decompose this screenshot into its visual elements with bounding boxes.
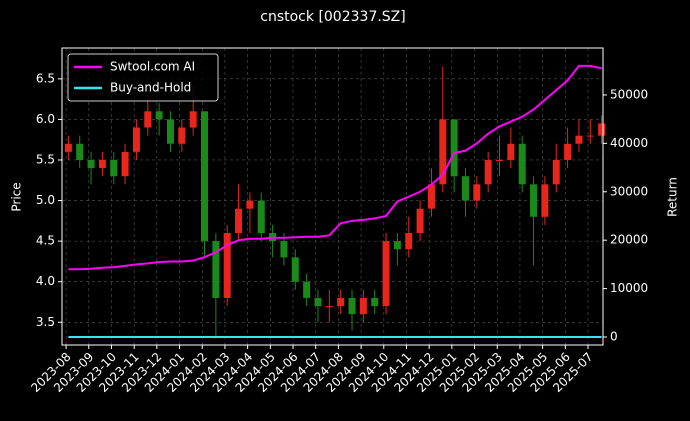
legend-label: Swtool.com AI — [110, 60, 195, 74]
candle-body — [223, 233, 231, 298]
candle-body — [166, 119, 174, 144]
candle-body — [564, 143, 572, 160]
candle-body — [496, 159, 504, 161]
candle-body — [64, 143, 72, 152]
candle-body — [541, 184, 549, 217]
plot-frame — [61, 47, 604, 346]
candle-body — [201, 111, 209, 242]
candle-body — [144, 111, 152, 128]
candle-body — [303, 281, 311, 298]
candle-body — [598, 123, 606, 136]
y-tick-label: 6.5 — [36, 71, 55, 85]
candle-body — [178, 127, 186, 144]
y-tick-label: 5.0 — [36, 193, 55, 207]
candle-body — [405, 233, 413, 250]
y-tick-label: 5.5 — [36, 152, 55, 166]
candle-body — [450, 119, 458, 177]
candle-body — [507, 143, 515, 160]
candle-body — [325, 306, 333, 308]
candle-body — [132, 127, 140, 152]
candle-body — [87, 159, 95, 169]
y-tick-label: 6.0 — [36, 112, 55, 126]
candle-body — [552, 159, 560, 185]
candle-body — [393, 241, 401, 250]
candle-body — [530, 184, 538, 217]
y2-tick-label: 40000 — [610, 136, 648, 150]
y2-tick-label: 50000 — [610, 87, 648, 101]
candle-body — [291, 257, 299, 282]
y2-axis-label: Return — [666, 177, 680, 217]
candle-body — [280, 241, 288, 258]
candle-body — [212, 241, 220, 298]
candle-body — [257, 200, 265, 234]
candle-body — [121, 151, 129, 177]
candle-body — [461, 176, 469, 201]
candle-body — [235, 208, 243, 234]
y2-tick-label: 10000 — [610, 281, 648, 295]
y-tick-label: 3.5 — [36, 315, 55, 329]
candle-body — [575, 135, 583, 144]
candle-body — [98, 159, 106, 169]
candle-body — [359, 297, 367, 315]
candle-body — [110, 159, 118, 177]
candle-body — [439, 119, 447, 185]
y-axis-label: Price — [10, 182, 24, 211]
candle-body — [586, 135, 594, 137]
y2-tick-label: 20000 — [610, 233, 648, 247]
y2-tick-label: 30000 — [610, 184, 648, 198]
y-tick-label: 4.0 — [36, 274, 55, 288]
candle-body — [246, 200, 254, 209]
candle-body — [348, 297, 356, 315]
candle-body — [484, 159, 492, 185]
chart-title: cnstock [002337.SZ] — [260, 9, 405, 25]
y2-tick-label: 0 — [610, 330, 618, 344]
candle-body — [337, 297, 345, 307]
return-line — [68, 64, 602, 271]
candle-body — [416, 208, 424, 234]
legend: Swtool.com AI Buy-and-Hold — [67, 53, 219, 102]
candle-body — [371, 297, 379, 307]
legend-box — [67, 53, 219, 102]
candle-body — [155, 111, 163, 120]
candle-body — [314, 297, 322, 307]
candle-body — [189, 111, 197, 128]
candle-body — [518, 143, 526, 185]
candle-body — [76, 143, 84, 160]
candle-body — [427, 184, 435, 209]
candle-body — [473, 184, 481, 201]
candle-body — [382, 241, 390, 307]
legend-label: Buy-and-Hold — [110, 81, 191, 95]
y-tick-label: 4.5 — [36, 234, 55, 248]
